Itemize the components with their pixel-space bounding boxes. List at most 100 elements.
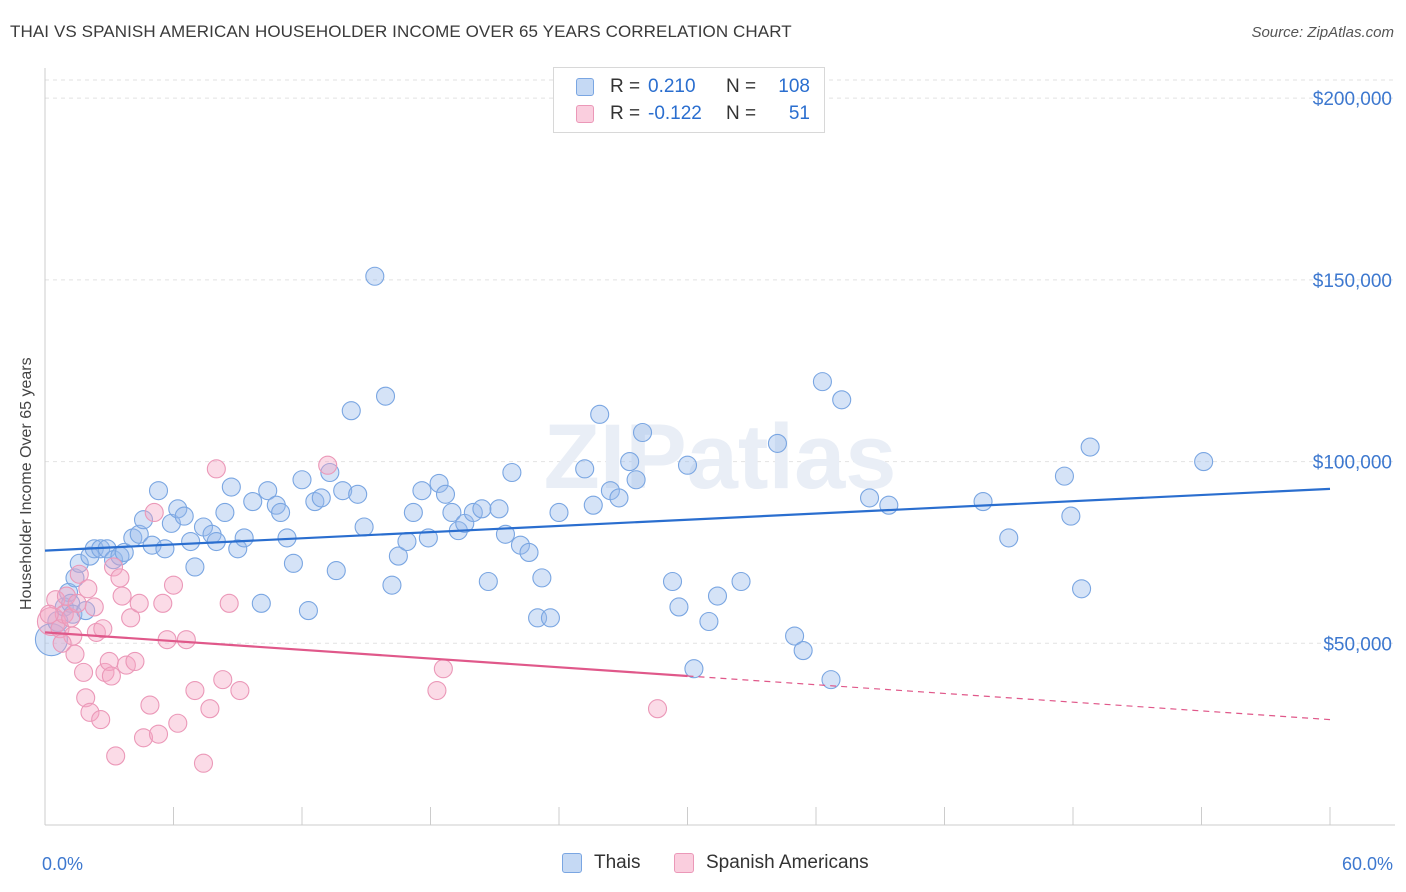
legend-r-label: R = <box>610 103 641 124</box>
thai-point <box>311 488 331 508</box>
thai-point <box>879 495 899 515</box>
spanish-american-point <box>219 593 239 613</box>
thai-point <box>832 390 852 410</box>
thai-point <box>821 670 841 690</box>
spanish-american-point <box>80 702 100 722</box>
thai-point <box>532 568 552 588</box>
spanish-american-point <box>163 575 184 595</box>
thai-point <box>320 462 340 483</box>
spanish-american-point <box>103 557 124 577</box>
thai-point <box>271 502 291 523</box>
thai-point <box>731 571 751 592</box>
thai-point <box>620 452 640 472</box>
y-tick-label: $150,000 <box>1313 271 1392 292</box>
x-tick-label: 0.0% <box>42 854 83 874</box>
series-legend: Thais Spanish Americans <box>0 852 1406 876</box>
thai-point <box>348 484 368 504</box>
thai-point <box>228 539 248 559</box>
spanish-american-point <box>129 593 149 613</box>
thai-point <box>1061 506 1081 526</box>
thai-point <box>590 404 610 424</box>
legend-row-thais: R = 0.210 N = 108 <box>576 74 810 100</box>
thai-point <box>215 502 235 523</box>
thai-point <box>1194 452 1214 472</box>
spanish-american-point <box>74 662 94 682</box>
thai-point <box>632 422 653 443</box>
thai-point <box>298 601 318 621</box>
thai-point <box>626 470 646 490</box>
legend-item-thais[interactable]: Thais <box>562 852 640 874</box>
thai-point <box>767 433 788 453</box>
spanish-american-point <box>112 586 132 606</box>
legend-n-label: N = <box>726 103 757 124</box>
thai-point <box>326 561 346 581</box>
thai-point <box>785 626 805 646</box>
thai-point <box>549 502 569 523</box>
spanish-american-point <box>213 670 233 690</box>
legend-item-spanish-americans[interactable]: Spanish Americans <box>674 852 869 874</box>
thai-point <box>435 484 456 504</box>
legend-n-label: N = <box>726 76 757 97</box>
source-note: Source: ZipAtlas.com <box>1251 24 1394 41</box>
spanish-american-point <box>193 753 214 773</box>
thai-point <box>397 531 417 552</box>
legend-label-spanish-americans: Spanish Americans <box>706 852 869 873</box>
trend-lines <box>44 487 1331 721</box>
y-tick-label: $200,000 <box>1313 89 1392 110</box>
spanish-american-point <box>433 659 453 679</box>
thai-point <box>221 477 241 497</box>
thai-point <box>669 597 689 617</box>
thai-point <box>403 502 423 523</box>
axes <box>44 68 1395 826</box>
x-tick-label: 60.0% <box>1342 854 1393 874</box>
thai-point <box>148 481 169 501</box>
gridlines <box>45 79 1395 644</box>
thai-point <box>133 510 154 530</box>
legend-n-value: 51 <box>788 103 810 124</box>
thai-point <box>375 386 396 406</box>
thai-point <box>973 492 993 512</box>
thai-point <box>519 542 539 562</box>
spanish-american-point <box>185 680 205 701</box>
spanish-american-point <box>230 680 250 701</box>
spanish-american-point <box>318 455 338 475</box>
thai-point <box>283 553 303 573</box>
legend-swatch-thais <box>576 78 594 96</box>
thai-point <box>155 539 175 559</box>
thai-point <box>103 550 124 570</box>
thai-point <box>472 499 492 519</box>
trend-line-thais <box>44 487 1331 552</box>
thai-point <box>168 499 188 519</box>
spanish-americans-points <box>36 455 668 773</box>
spanish-american-point <box>39 604 59 624</box>
thai-point <box>243 492 263 512</box>
spanish-american-point <box>121 608 141 628</box>
thai-point <box>684 659 704 679</box>
thai-point <box>69 553 89 573</box>
spanish-american-point <box>106 746 126 766</box>
trend-line-spanish-americans <box>44 631 688 678</box>
thai-point <box>583 495 603 515</box>
thai-point <box>354 517 374 537</box>
spanish-american-point <box>133 728 154 748</box>
legend-swatch-spanish-americans <box>674 853 694 873</box>
spanish-american-point <box>647 699 668 719</box>
thai-point <box>251 593 271 613</box>
legend-r-value: 0.210 <box>648 76 696 97</box>
thai-point <box>609 488 629 508</box>
thai-point <box>1080 437 1100 457</box>
spanish-american-point <box>65 644 85 664</box>
spanish-american-point <box>168 713 188 733</box>
legend-r-label: R = <box>610 76 641 97</box>
thai-point <box>341 401 361 421</box>
thai-point <box>181 531 201 552</box>
thai-point <box>185 557 205 577</box>
thai-point <box>429 473 449 493</box>
legend-label-thais: Thais <box>594 852 641 873</box>
legend-swatch-spanish-americans <box>576 105 594 123</box>
spanish-american-point <box>125 651 145 672</box>
thai-point <box>1072 579 1092 599</box>
thai-point <box>999 528 1019 548</box>
spanish-american-point <box>176 630 196 650</box>
